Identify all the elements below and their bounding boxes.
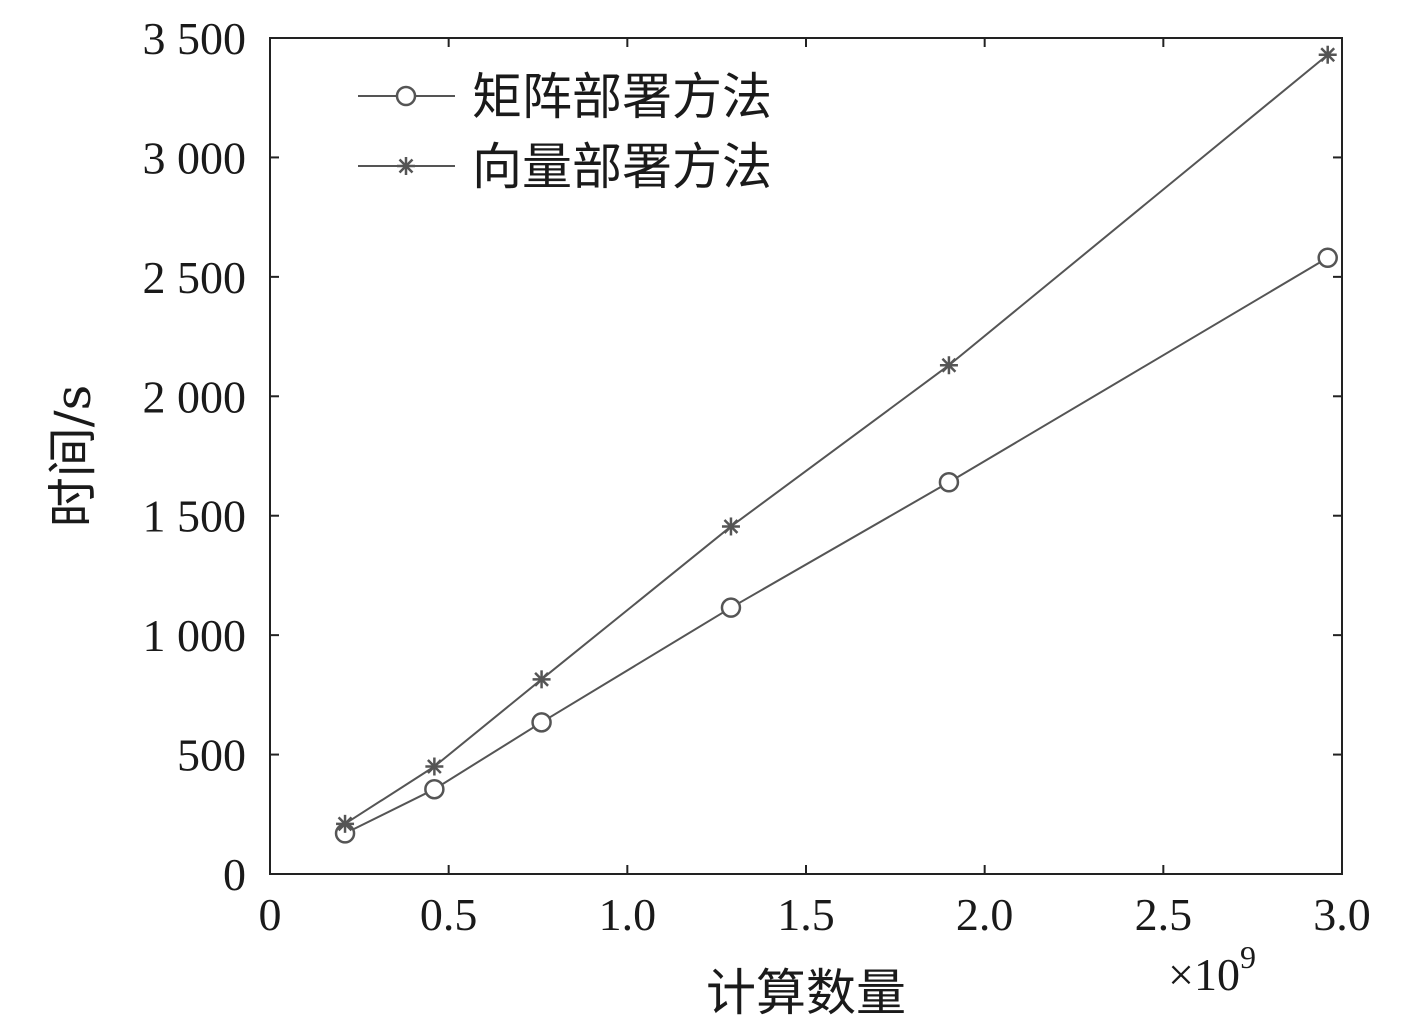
series-2-point	[721, 517, 740, 536]
series-2-point	[939, 356, 958, 375]
x-multiplier-exponent: 9	[1240, 939, 1256, 975]
series-1-point	[1317, 247, 1338, 268]
y-tick-label: 500	[177, 730, 246, 781]
legend-marker-2	[397, 157, 415, 175]
y-axis-title: 时间/s	[44, 385, 102, 528]
x-axis-title: 计算数量	[706, 964, 906, 1022]
x-tick-label: 1.5	[777, 889, 835, 940]
x-multiplier-base: ×10	[1168, 949, 1240, 1000]
legend-marker-1	[395, 85, 417, 107]
series-2-point	[532, 670, 551, 689]
y-tick-label: 2 000	[143, 371, 247, 422]
series-layer	[334, 45, 1338, 844]
x-tick-label: 2.0	[956, 889, 1014, 940]
x-axis-ticks: 0 0.5 1.0 1.5 2.0 2.5 3.0	[259, 38, 1371, 940]
y-tick-label: 1 500	[143, 491, 247, 542]
x-tick-label: 2.5	[1135, 889, 1193, 940]
series-1-point	[938, 472, 960, 493]
series-line-1	[344, 256, 1329, 835]
x-tick-label: 1.0	[599, 889, 657, 940]
x-multiplier-label: ×109	[1168, 939, 1256, 1000]
x-tick-label: 0	[259, 889, 282, 940]
series-1-point	[531, 712, 552, 733]
legend-label-2: 向量部署方法	[472, 138, 772, 196]
y-tick-label: 1 000	[143, 610, 247, 661]
plot-frame	[269, 37, 1343, 875]
series-line-2	[344, 53, 1329, 825]
y-axis-ticks: 0 500 1 000 1 500 2 000 2 500 3 000 3 500	[143, 13, 1342, 900]
series-2-point	[1318, 45, 1337, 64]
x-tick-label: 0.5	[420, 889, 478, 940]
legend-label-1: 矩阵部署方法	[472, 68, 772, 126]
series-2-point	[336, 814, 355, 833]
y-tick-label: 3 000	[143, 132, 247, 183]
series-2-point	[425, 757, 444, 776]
x-tick-label: 3.0	[1313, 889, 1371, 940]
series-1-point	[424, 778, 445, 800]
y-tick-label: 3 500	[143, 13, 247, 64]
y-tick-label: 0	[223, 849, 246, 900]
series-1-point	[720, 597, 742, 618]
y-tick-label: 2 500	[143, 252, 247, 303]
